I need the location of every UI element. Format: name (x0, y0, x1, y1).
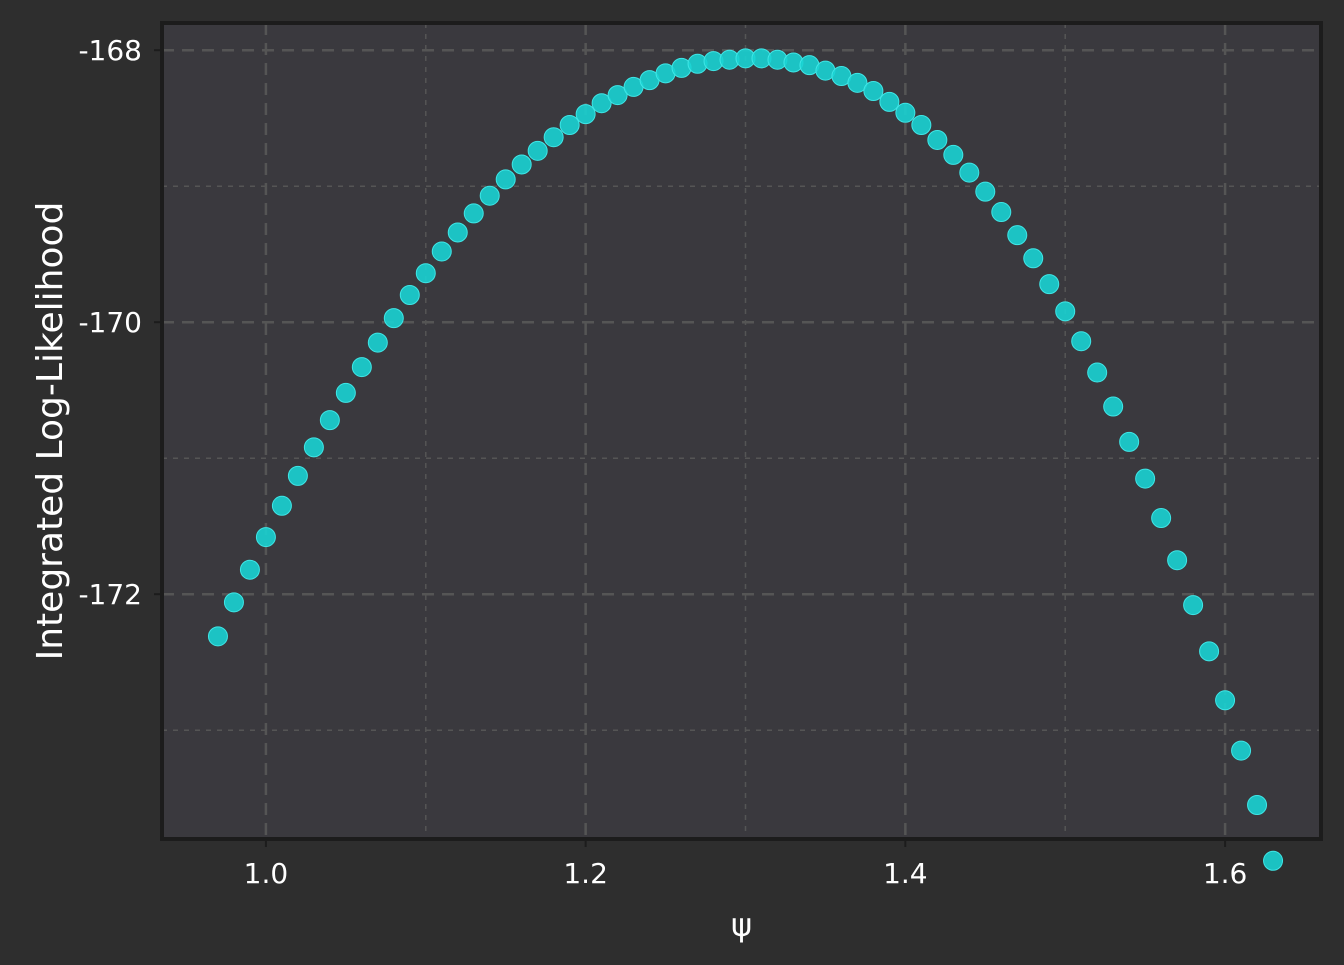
data-point (1231, 740, 1252, 761)
y-axis-label: Integrated Log-Likelihood (30, 202, 71, 661)
data-point (1071, 331, 1092, 352)
data-point (911, 115, 932, 135)
data-point (511, 154, 532, 175)
data-point (255, 527, 276, 548)
data-point (303, 437, 324, 458)
data-point (287, 465, 308, 486)
ticks: 1.0 1.2 1.4 1.6 -168 -170 -172 (78, 34, 1247, 890)
data-point (1167, 550, 1188, 571)
plot-area (162, 23, 1321, 839)
data-point (223, 592, 244, 613)
data-point (447, 222, 468, 243)
data-points (207, 48, 1284, 871)
data-point (1007, 225, 1028, 246)
x-tick-label: 1.4 (883, 857, 928, 890)
data-point (207, 626, 228, 647)
data-point (991, 202, 1012, 223)
x-tick-label: 1.6 (1203, 857, 1248, 890)
data-point (959, 162, 980, 183)
data-point (1247, 795, 1268, 815)
data-point (495, 169, 516, 190)
data-point (895, 102, 916, 123)
data-point (367, 332, 388, 353)
x-tick-label: 1.0 (244, 857, 289, 890)
data-point (1039, 274, 1060, 295)
data-point (479, 185, 500, 206)
x-tick-label: 1.2 (563, 857, 608, 890)
data-point (927, 129, 948, 150)
data-point (415, 263, 436, 284)
data-point (879, 91, 900, 112)
x-axis-label: ψ (731, 906, 752, 944)
data-point (863, 81, 884, 101)
data-point (1263, 850, 1284, 871)
data-point (1199, 641, 1220, 662)
data-point (463, 203, 484, 224)
data-point (1215, 690, 1236, 711)
data-point (1055, 301, 1076, 322)
data-point (351, 357, 372, 378)
data-point (1135, 468, 1156, 489)
data-point (1119, 431, 1140, 452)
data-point (607, 85, 628, 106)
data-point (1183, 595, 1204, 616)
data-point (943, 144, 964, 165)
data-point (399, 285, 420, 305)
data-point (1103, 396, 1124, 417)
y-tick-label: -168 (78, 34, 142, 67)
data-point (431, 241, 452, 262)
data-point (847, 72, 868, 93)
data-point (591, 93, 612, 114)
data-point (543, 127, 564, 148)
data-point (575, 104, 596, 125)
data-point (527, 140, 548, 161)
y-tick-label: -172 (78, 578, 142, 611)
data-point (1151, 508, 1172, 529)
data-point (239, 559, 260, 580)
data-point (1087, 362, 1108, 383)
data-point (335, 382, 356, 403)
plot-frame (160, 21, 1323, 841)
data-point (1023, 248, 1044, 269)
y-tick-label: -170 (78, 306, 142, 339)
data-point (975, 181, 996, 202)
data-point (383, 308, 404, 329)
data-point (559, 115, 580, 135)
data-point (319, 410, 340, 431)
data-point (271, 495, 292, 516)
